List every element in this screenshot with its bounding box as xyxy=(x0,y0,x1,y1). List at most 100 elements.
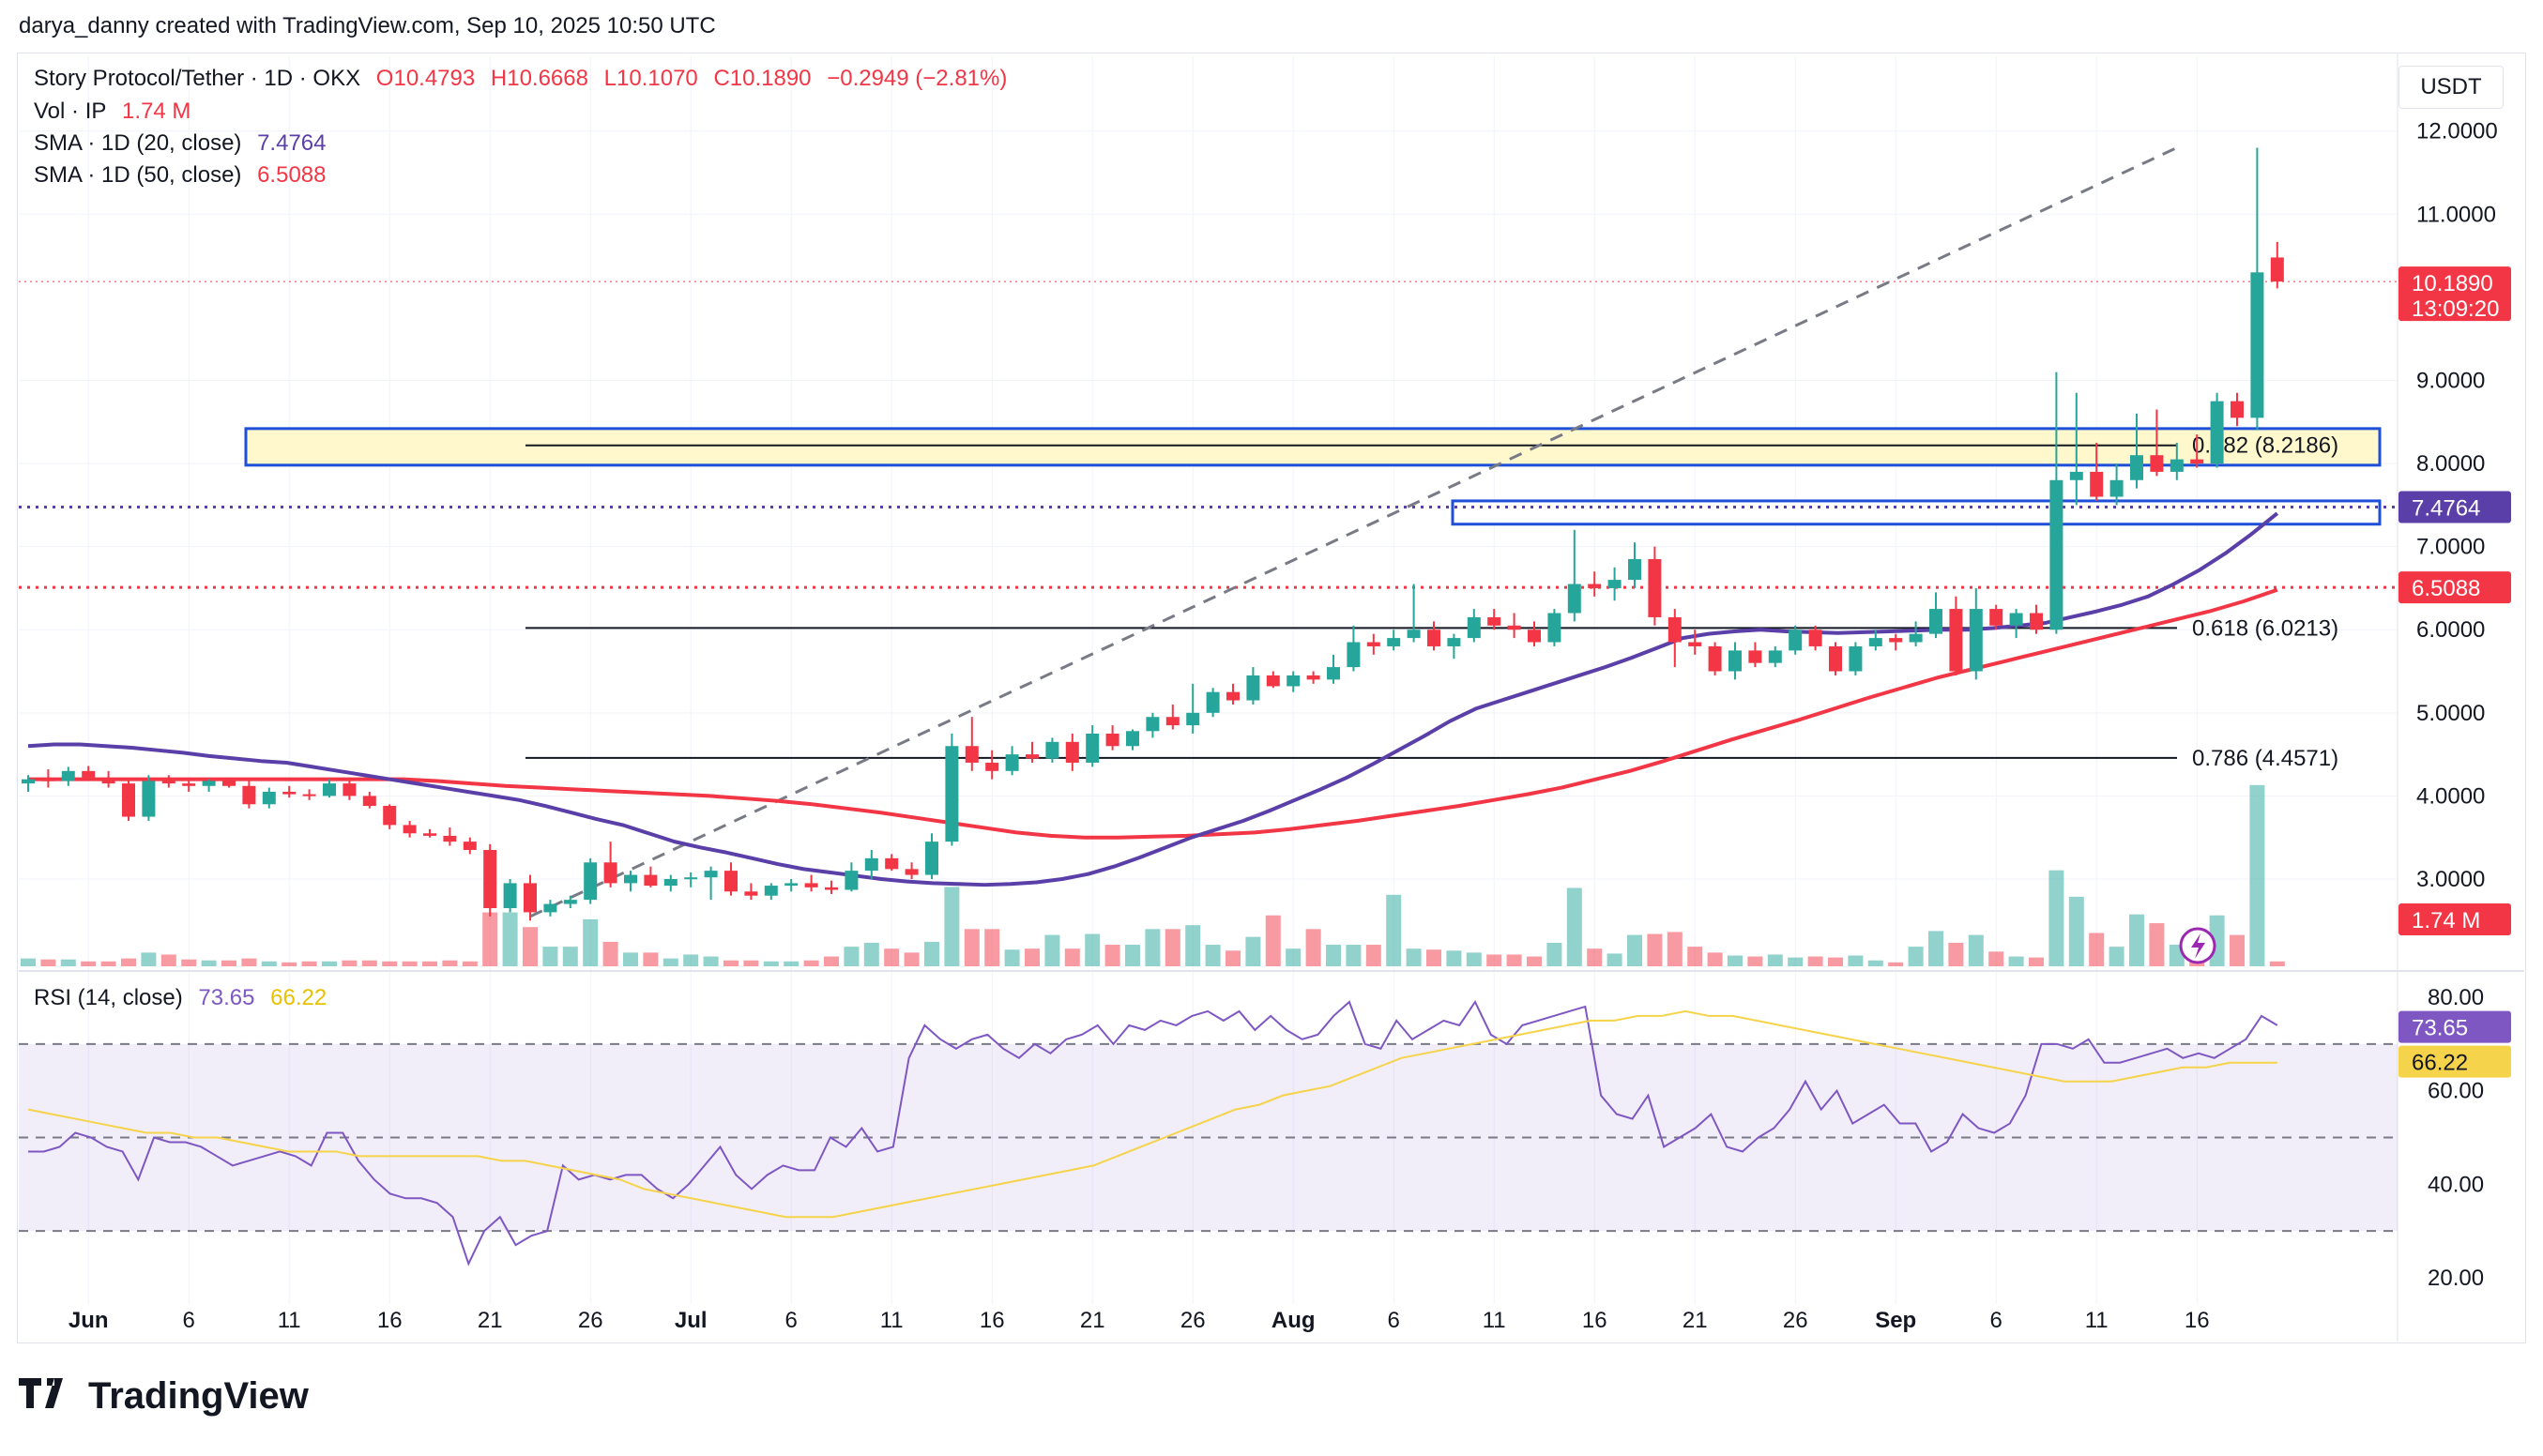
volume-bar xyxy=(1085,933,1101,966)
currency-label: USDT xyxy=(2420,74,2482,99)
candle-body xyxy=(1929,609,1942,634)
time-tick-label: 11 xyxy=(880,1308,904,1333)
candle-body xyxy=(1327,667,1340,680)
candle xyxy=(945,733,959,846)
rsi-label: RSI (14, close) xyxy=(34,985,183,1010)
candle xyxy=(1366,633,1380,655)
candle xyxy=(82,766,96,780)
trendline-group xyxy=(19,146,2398,918)
candle-body xyxy=(2231,401,2244,418)
candle xyxy=(1667,609,1682,668)
candle xyxy=(1748,642,1762,668)
candle-body xyxy=(1588,584,1602,588)
candle xyxy=(1126,729,1139,751)
volume-bar xyxy=(1647,933,1663,966)
candle-body xyxy=(945,746,959,842)
candle-body xyxy=(1005,754,1019,771)
time-tick-label: 16 xyxy=(377,1308,403,1333)
candle-body xyxy=(1528,629,1541,643)
volume-bar xyxy=(2149,923,2165,966)
trendline xyxy=(529,146,2178,918)
legend-volume-row: Vol · IP 1.74 M xyxy=(34,99,200,125)
volume-bar xyxy=(2129,914,2144,966)
candle-body xyxy=(1447,638,1461,646)
candle xyxy=(1045,737,1059,763)
candle xyxy=(1728,642,1742,680)
volume-bar xyxy=(1908,947,1924,966)
volume-bar xyxy=(1607,953,1622,966)
candle xyxy=(1808,625,1822,651)
price-tick-label: 4.0000 xyxy=(2416,783,2485,809)
candle xyxy=(804,874,818,892)
candle-body xyxy=(1989,609,2003,626)
candle-body xyxy=(784,883,799,887)
candle-body xyxy=(1226,691,1240,701)
candle xyxy=(503,878,517,913)
candle-body xyxy=(584,862,598,901)
candle-body xyxy=(323,783,336,796)
candle xyxy=(41,769,55,788)
candle-body xyxy=(985,762,999,771)
candle-body xyxy=(1789,629,1803,651)
candle-body xyxy=(1427,629,1440,646)
candle-body xyxy=(2210,401,2224,464)
candle xyxy=(1789,625,1803,655)
candle xyxy=(142,775,156,821)
candle xyxy=(764,883,778,901)
volume-bar xyxy=(984,929,1000,966)
candle-body xyxy=(1667,616,1682,643)
candle xyxy=(122,779,135,821)
volume-bar xyxy=(723,960,739,966)
time-tick-label: 11 xyxy=(278,1308,301,1333)
volume-bar xyxy=(542,947,558,966)
volume-bar xyxy=(1386,894,1402,966)
volume-bar xyxy=(1848,955,1864,966)
candle xyxy=(222,777,236,788)
candle-body xyxy=(925,842,938,875)
volume-bar xyxy=(1245,936,1261,966)
rsi-tick-label: 80.00 xyxy=(2428,985,2484,1010)
volume-bar xyxy=(1025,948,1040,966)
candle-body xyxy=(744,891,758,896)
time-tick-label: 6 xyxy=(1388,1308,1400,1333)
candle-body xyxy=(2069,471,2083,480)
candle xyxy=(2270,241,2284,289)
candle-body xyxy=(22,779,35,784)
candle-body xyxy=(1567,584,1581,614)
candle-body xyxy=(1126,731,1139,747)
candle-body xyxy=(1889,638,1903,643)
candle xyxy=(1648,546,1662,626)
candle-body xyxy=(1507,625,1521,630)
volume-tag-text: 1.74 M xyxy=(2412,908,2480,933)
volume-bar xyxy=(482,912,498,966)
candles xyxy=(22,147,2284,921)
candle-body xyxy=(202,781,216,786)
volume-bar xyxy=(1486,954,1502,966)
volume-bar xyxy=(602,941,618,966)
candle-body xyxy=(161,781,175,784)
time-tick-label: 6 xyxy=(183,1308,195,1333)
candle-body xyxy=(1768,650,1782,663)
candle xyxy=(1868,629,1882,651)
candle-body xyxy=(1909,633,1923,643)
candle-body xyxy=(282,791,297,795)
volume-bar xyxy=(81,961,97,966)
candle xyxy=(1829,642,1842,675)
volume-bar xyxy=(784,961,799,966)
candle xyxy=(1165,704,1180,730)
author-line: darya_danny created with TradingView.com… xyxy=(19,13,716,38)
candle xyxy=(2069,392,2083,506)
time-tick-label: 21 xyxy=(478,1308,503,1333)
candle-body xyxy=(2150,455,2164,472)
volume-bar xyxy=(844,947,860,966)
volume-bar xyxy=(382,961,398,966)
volume-bar xyxy=(1044,934,1060,966)
candle-body xyxy=(2090,471,2104,497)
currency-button[interactable]: USDT xyxy=(2398,66,2504,109)
candle-body xyxy=(1607,580,1622,588)
volume-bar xyxy=(2109,947,2124,966)
candle-body xyxy=(1748,650,1762,663)
rsi-ma-value: 66.22 xyxy=(270,985,327,1010)
sma20-line xyxy=(27,511,2279,887)
